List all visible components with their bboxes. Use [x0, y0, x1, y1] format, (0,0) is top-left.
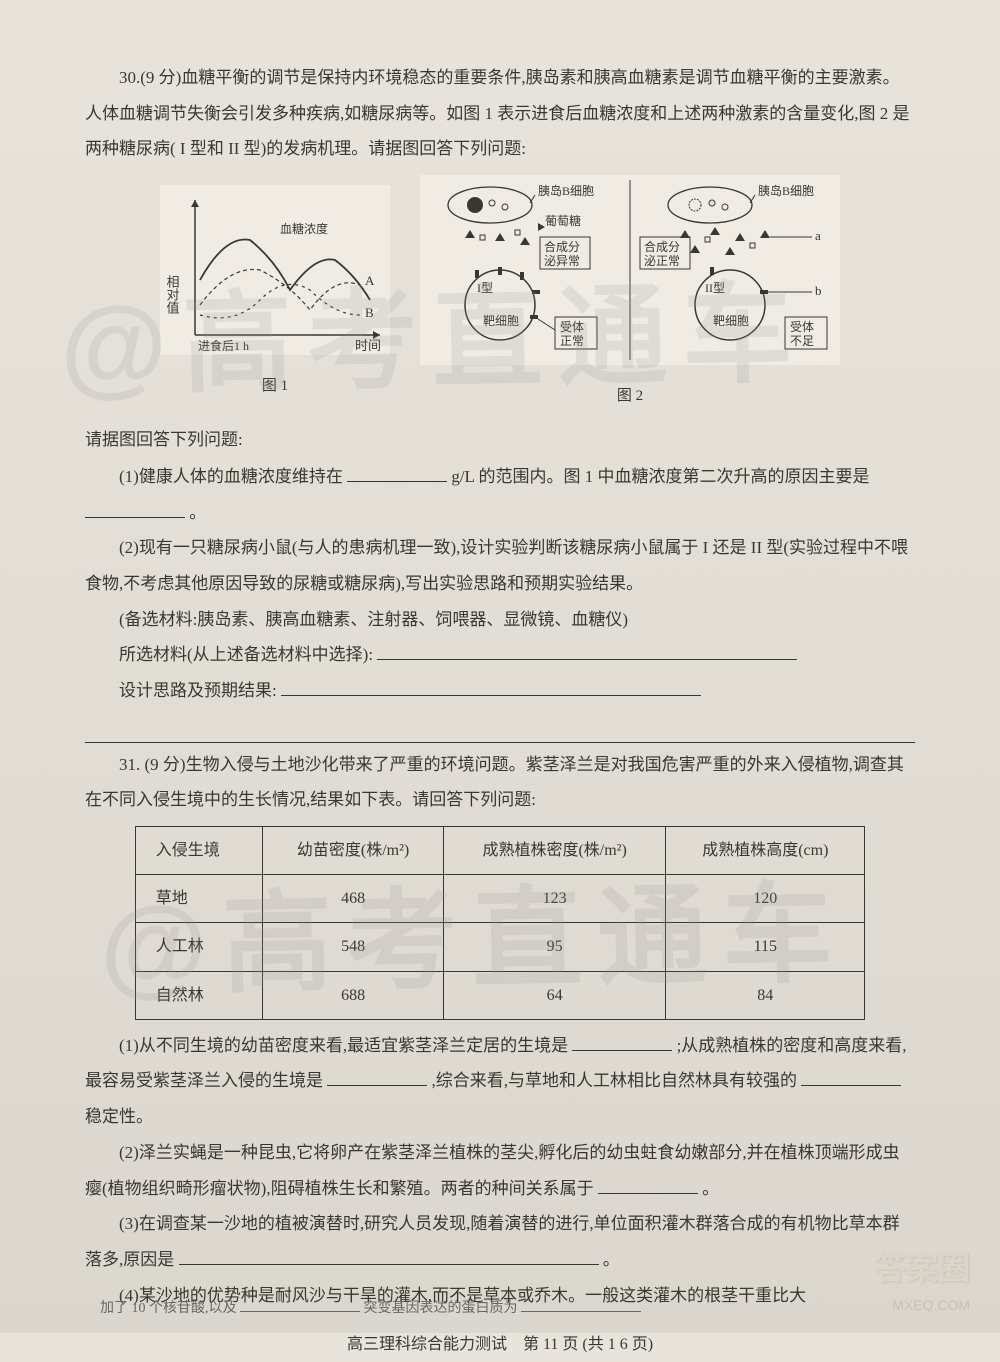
- table-header-row: 入侵生境 幼苗密度(株/m²) 成熟植株密度(株/m²) 成熟植株高度(cm): [135, 827, 864, 875]
- td: 草地: [135, 875, 263, 923]
- svg-text:受体: 受体: [560, 320, 584, 334]
- svg-text:I型: I型: [477, 281, 493, 295]
- fig1-svg: 相对值 时间 进食后1 h 血糖浓度 A B: [160, 185, 390, 355]
- q30-stem: 30.(9 分)血糖平衡的调节是保持内环境稳态的重要条件,胰岛素和胰高血糖素是调…: [85, 60, 915, 167]
- q30-p2-design: 设计思路及预期结果:: [85, 673, 915, 709]
- th-1: 幼苗密度(株/m²): [263, 827, 444, 875]
- td: 64: [443, 971, 666, 1019]
- svg-text:靶细胞: 靶细胞: [713, 314, 749, 328]
- td: 95: [443, 923, 666, 971]
- figure-2: 胰岛B细胞 葡萄糖 合成分 泌异常 I型 靶细胞: [420, 175, 840, 413]
- blank: [85, 501, 185, 518]
- q31-table: 入侵生境 幼苗密度(株/m²) 成熟植株密度(株/m²) 成熟植株高度(cm) …: [135, 826, 865, 1020]
- td: 123: [443, 875, 666, 923]
- blank: [281, 679, 701, 696]
- blank: [327, 1069, 427, 1086]
- svg-text:靶细胞: 靶细胞: [483, 314, 519, 328]
- bottom-sub: MXEQ.COM: [892, 1290, 970, 1321]
- td: 468: [263, 875, 444, 923]
- q30-p2-backup: (备选材料:胰岛素、胰高血糖素、注射器、饲喂器、显微镜、血糖仪): [85, 602, 915, 638]
- svg-text:受体: 受体: [790, 320, 814, 334]
- svg-text:A: A: [365, 273, 375, 288]
- td: 115: [666, 923, 865, 971]
- td: 自然林: [135, 971, 263, 1019]
- fig1-caption: 图 1: [160, 370, 390, 403]
- svg-text:泌异常: 泌异常: [544, 254, 580, 268]
- th-3: 成熟植株高度(cm): [666, 827, 865, 875]
- q31-p3-b: 。: [603, 1250, 620, 1269]
- td: 人工林: [135, 923, 263, 971]
- svg-text:正常: 正常: [560, 334, 584, 348]
- svg-text:b: b: [815, 283, 822, 298]
- svg-text:II型: II型: [705, 281, 725, 295]
- svg-text:血糖浓度: 血糖浓度: [280, 221, 328, 236]
- q31-stem: 31. (9 分)生物入侵与土地沙化带来了严重的环境问题。紫茎泽兰是对我国危害严…: [85, 747, 915, 818]
- q31-p2: (2)泽兰实蝇是一种昆虫,它将卵产在紫茎泽兰植株的茎尖,孵化后的幼虫蛀食幼嫩部分…: [85, 1135, 915, 1206]
- table-row: 人工林 548 95 115: [135, 923, 864, 971]
- q30-p1: (1)健康人体的血糖浓度维持在 g/L 的范围内。图 1 中血糖浓度第二次升高的…: [85, 459, 915, 530]
- q31-p2-b: 。: [702, 1179, 719, 1198]
- figure-row: 相对值 时间 进食后1 h 血糖浓度 A B 图 1 胰岛B细胞 葡萄糖: [85, 175, 915, 413]
- fig2-caption: 图 2: [420, 380, 840, 413]
- blank: [179, 1248, 599, 1265]
- blank: [377, 643, 797, 660]
- q30-p2-mat: 所选材料(从上述备选材料中选择):: [85, 637, 915, 673]
- q30-prompt: 请据图回答下列问题:: [85, 421, 915, 458]
- svg-text:a: a: [815, 228, 821, 243]
- table-row: 自然林 688 64 84: [135, 971, 864, 1019]
- svg-text:胰岛B细胞: 胰岛B细胞: [758, 183, 814, 198]
- th-0: 入侵生境: [135, 827, 263, 875]
- blank: [801, 1069, 901, 1086]
- q30-p1-b: g/L 的范围内。图 1 中血糖浓度第二次升高的原因主要是: [451, 467, 869, 486]
- q30-p2: (2)现有一只糖尿病小鼠(与人的患病机理一致),设计实验判断该糖尿病小鼠属于 I…: [85, 530, 915, 601]
- q31-p1-a: (1)从不同生境的幼苗密度来看,最适宜紫茎泽兰定居的生境是: [119, 1036, 568, 1055]
- svg-text:时间: 时间: [355, 338, 381, 353]
- svg-text:不足: 不足: [790, 334, 814, 348]
- q31-p1-c: ,综合来看,与草地和人工林相比自然林具有较强的: [432, 1071, 798, 1090]
- svg-text:葡萄糖: 葡萄糖: [545, 213, 581, 228]
- td: 120: [666, 875, 865, 923]
- q30-p2-mat-label: 所选材料(从上述备选材料中选择):: [119, 645, 373, 664]
- td: 548: [263, 923, 444, 971]
- svg-text:合成分: 合成分: [644, 239, 680, 254]
- blank: [347, 465, 447, 482]
- blank-line-full: [85, 713, 915, 743]
- q30-p2-design-label: 设计思路及预期结果:: [119, 681, 277, 700]
- blank: [572, 1034, 672, 1051]
- q30-p1-c: 。: [189, 503, 206, 522]
- figure-1: 相对值 时间 进食后1 h 血糖浓度 A B 图 1: [160, 185, 390, 403]
- td: 688: [263, 971, 444, 1019]
- svg-text:B: B: [365, 305, 374, 320]
- page-footer: 高三理科综合能力测试 第 11 页 (共 1 6 页): [85, 1327, 915, 1362]
- fig2-svg: 胰岛B细胞 葡萄糖 合成分 泌异常 I型 靶细胞: [420, 175, 840, 365]
- q31-p3: (3)在调查某一沙地的植被演替时,研究人员发现,随着演替的进行,单位面积灌木群落…: [85, 1206, 915, 1277]
- svg-text:相对值: 相对值: [165, 275, 180, 315]
- blank: [598, 1177, 698, 1194]
- svg-text:胰岛B细胞: 胰岛B细胞: [538, 183, 594, 198]
- cut-b: 突变基因表达的蛋白质为: [364, 1301, 518, 1316]
- q31-p2-a: (2)泽兰实蝇是一种昆虫,它将卵产在紫茎泽兰植株的茎尖,孵化后的幼虫蛀食幼嫩部分…: [85, 1143, 900, 1198]
- cut-text: 加了 10 个核苷酸,以及 突变基因表达的蛋白质为: [100, 1294, 641, 1325]
- table-row: 草地 468 123 120: [135, 875, 864, 923]
- svg-text:合成分: 合成分: [544, 239, 580, 254]
- th-2: 成熟植株密度(株/m²): [443, 827, 666, 875]
- q31-p1-d: 稳定性。: [85, 1107, 153, 1126]
- q30-p1-a: (1)健康人体的血糖浓度维持在: [119, 467, 343, 486]
- cut-a: 加了 10 个核苷酸,以及: [100, 1301, 237, 1316]
- svg-text:进食后1 h: 进食后1 h: [198, 338, 249, 353]
- td: 84: [666, 971, 865, 1019]
- q31-p1: (1)从不同生境的幼苗密度来看,最适宜紫茎泽兰定居的生境是 ;从成熟植株的密度和…: [85, 1028, 915, 1135]
- svg-text:泌正常: 泌正常: [644, 254, 680, 268]
